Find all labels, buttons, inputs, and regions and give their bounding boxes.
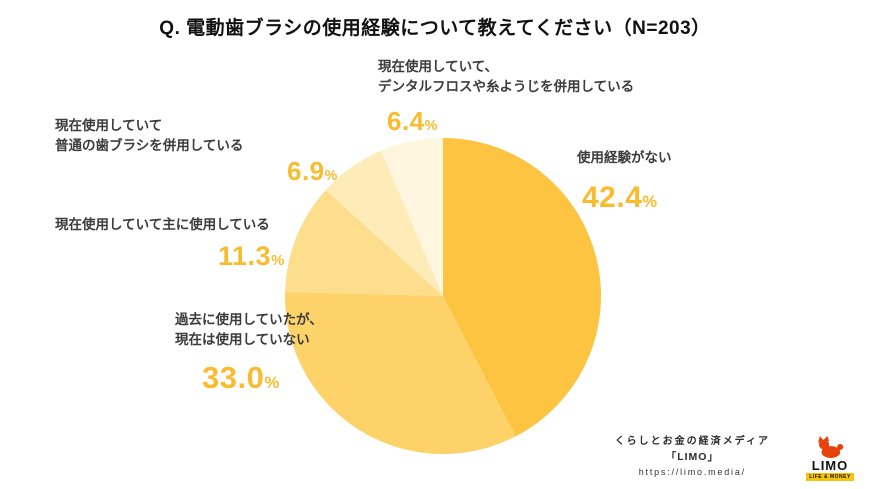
- percent-sign: %: [271, 253, 285, 269]
- value-number: 42.4: [582, 181, 643, 214]
- segment-value-mainly-use: 11.3%: [218, 243, 285, 270]
- value-number: 6.4: [387, 106, 425, 136]
- footer-tagline: くらしとお金の経済メディア: [614, 436, 770, 447]
- chart-title: Q. 電動歯ブラシの使用経験について教えてください（N=203）: [159, 18, 711, 39]
- footer-url: https://limo.media/: [638, 467, 746, 477]
- segment-label-with-floss: 現在使用していて、 デンタルフロスや糸ようじを併用している: [378, 59, 635, 94]
- segment-value-with-floss: 6.4%: [387, 108, 438, 134]
- logo-wordmark: LIMO: [811, 458, 849, 473]
- segment-value-with-regular-brush: 6.9%: [287, 158, 338, 184]
- footer-brand: 「LIMO」: [665, 451, 719, 463]
- segment-value-past-use: 33.0%: [202, 362, 280, 393]
- percent-sign: %: [424, 118, 438, 134]
- dog-icon: [818, 436, 844, 458]
- value-number: 33.0: [202, 360, 265, 395]
- pie-slice-1: [285, 292, 516, 455]
- segment-value-no-experience: 42.4%: [582, 183, 658, 213]
- segment-label-with-regular-brush: 現在使用していて 普通の歯ブラシを併用している: [55, 118, 244, 153]
- percent-sign: %: [324, 168, 338, 184]
- pie-slice-0: [443, 138, 602, 437]
- percent-sign: %: [642, 193, 658, 211]
- pie-slice-4: [381, 138, 443, 296]
- segment-label-no-experience: 使用経験がない: [577, 150, 672, 165]
- segment-label-mainly-use: 現在使用していて主に使用している: [55, 217, 270, 232]
- value-number: 6.9: [287, 156, 325, 186]
- footer-text: くらしとお金の経済メディア 「LIMO」 https://limo.media/: [615, 432, 770, 477]
- value-number: 11.3: [218, 241, 272, 271]
- limo-logo: LIMO LIFE & MONEY: [804, 436, 856, 481]
- logo-tagline: LIFE & MONEY: [806, 473, 854, 481]
- percent-sign: %: [264, 373, 280, 392]
- segment-label-past-use: 過去に使用していたが、 現在は使用していない: [175, 312, 323, 347]
- pie-slice-3: [325, 150, 443, 296]
- pie-slice-2: [285, 190, 443, 296]
